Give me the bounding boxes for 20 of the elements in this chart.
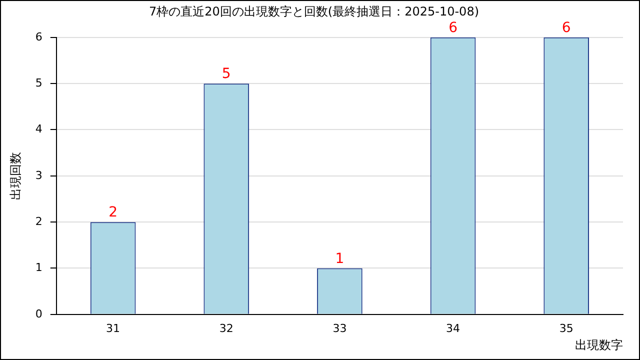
y-axis-title: 出現回数 <box>8 152 22 200</box>
x-tick-label: 35 <box>559 322 574 335</box>
data-label: 2 <box>108 204 118 221</box>
chart-title: 7枠の直近20回の出現数字と回数(最終抽選日：2025-10-08) <box>148 4 480 18</box>
y-tick-label: 0 <box>35 307 42 320</box>
data-label: 6 <box>562 20 571 36</box>
y-tick-label: 4 <box>35 122 42 136</box>
data-label: 1 <box>335 250 344 267</box>
y-tick-label: 3 <box>35 168 42 182</box>
y-tick-label: 5 <box>35 76 42 90</box>
x-axis-title: 出現数字 <box>575 338 623 352</box>
y-tick-label: 6 <box>35 30 42 44</box>
x-tick-label: 33 <box>332 322 347 335</box>
data-label: 5 <box>222 66 231 82</box>
x-tick-label: 32 <box>219 322 234 335</box>
y-tick-label: 2 <box>35 214 42 228</box>
x-tick-label: 34 <box>446 322 460 335</box>
data-label: 6 <box>448 20 458 36</box>
y-tick-label: 1 <box>35 261 42 274</box>
x-tick-label: 31 <box>106 322 120 335</box>
